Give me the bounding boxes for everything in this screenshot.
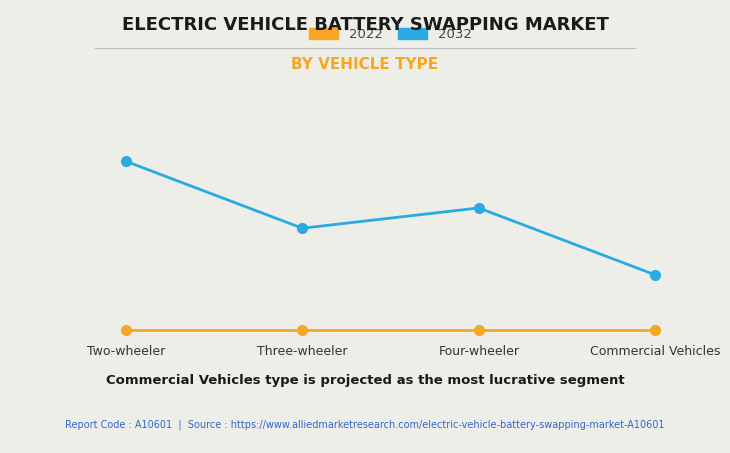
Text: Report Code : A10601  |  Source : https://www.alliedmarketresearch.com/electric-: Report Code : A10601 | Source : https://… bbox=[65, 419, 665, 429]
Legend: 2022, 2032: 2022, 2032 bbox=[304, 23, 477, 46]
Text: Commercial Vehicles type is projected as the most lucrative segment: Commercial Vehicles type is projected as… bbox=[106, 374, 624, 387]
Text: ELECTRIC VEHICLE BATTERY SWAPPING MARKET: ELECTRIC VEHICLE BATTERY SWAPPING MARKET bbox=[122, 16, 608, 34]
Text: BY VEHICLE TYPE: BY VEHICLE TYPE bbox=[291, 57, 439, 72]
